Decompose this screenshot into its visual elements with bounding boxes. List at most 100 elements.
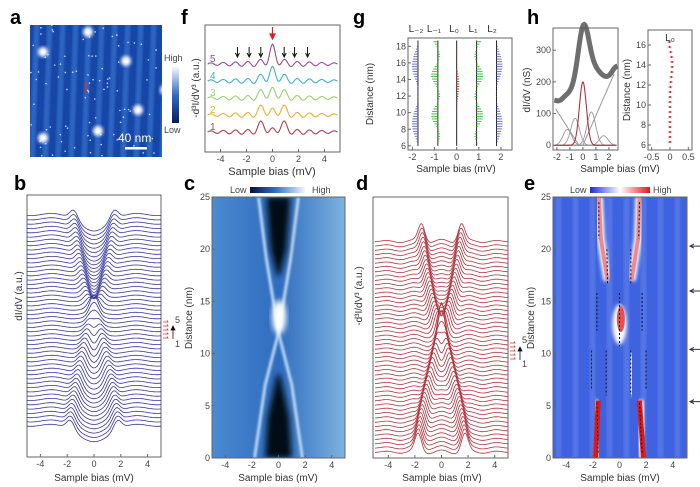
bright-spot <box>121 56 131 66</box>
dashed-guide <box>596 402 599 453</box>
h-inset-title: L₀ <box>665 33 675 44</box>
b-spectrum-curve <box>26 377 162 400</box>
adatom <box>142 152 145 154</box>
arrow-left-icon <box>688 243 700 249</box>
b-spectrum-curve <box>26 355 162 374</box>
x-tick-label: 0 <box>617 460 622 470</box>
arrow-left-icon <box>688 288 700 294</box>
adatom <box>117 61 120 63</box>
adatom <box>41 154 43 157</box>
x-tick-label: -4 <box>562 460 570 470</box>
arrow-left-icon <box>688 399 700 405</box>
g-column-label: L₀ <box>449 24 459 35</box>
d-spectrum-curve <box>375 310 508 334</box>
b-spectrum-curve <box>26 244 162 266</box>
adatom <box>82 38 85 41</box>
f-curve-label: 3 <box>210 88 216 99</box>
d-spectrum-curve <box>375 412 508 433</box>
panel-label-h: h <box>527 7 539 29</box>
adatom <box>146 79 148 81</box>
b-spectrum-curve <box>26 369 162 390</box>
x-tick-label: 2 <box>118 459 123 469</box>
texture <box>675 197 680 458</box>
f-curve-label: 2 <box>210 105 216 116</box>
d-marker-top: 5 <box>522 335 527 345</box>
adatom <box>45 128 48 131</box>
x-tick-label: 0 <box>270 154 275 164</box>
x-tick-label: -1 <box>566 152 574 162</box>
x-tick-label: -2 <box>248 460 256 470</box>
d-spectrum-curve <box>375 241 508 261</box>
adatom <box>106 82 109 85</box>
position-marker <box>163 332 169 335</box>
d-spectrum-curve <box>375 296 508 317</box>
y-tick-label: 8 <box>401 124 406 134</box>
x-tick-label: -1 <box>431 152 439 162</box>
d-spectrum-curve <box>375 370 508 390</box>
c-xlabel: Sample bias (mV) <box>238 473 317 484</box>
d-xlabel: Sample bias (mV) <box>402 473 481 484</box>
texture <box>658 197 663 458</box>
adatom <box>88 82 91 84</box>
b-spectrum-curve <box>26 317 162 328</box>
d-spectrum-curve <box>375 392 508 411</box>
bright-spot <box>38 133 48 143</box>
bright-spot <box>133 105 143 115</box>
b-spectrum-curve <box>26 332 162 344</box>
d-spectrum-curve <box>375 308 508 330</box>
y-tick-label: 10 <box>636 100 646 110</box>
x-tick-label: 0 <box>276 460 281 470</box>
x-tick-label: -4 <box>217 154 225 164</box>
h-l0-point <box>671 66 674 68</box>
adatom <box>102 27 104 29</box>
b-spectrum-curve <box>26 346 162 363</box>
f-curve-label: 1 <box>210 122 216 133</box>
d-spectrum-curve <box>375 259 508 278</box>
b-spectrum-curve <box>26 235 162 258</box>
y-tick-label: 100 <box>536 109 551 119</box>
adatom <box>39 26 42 29</box>
adatom <box>133 144 135 147</box>
arrow-down-icon <box>305 47 310 59</box>
b-marker-top: 5 <box>175 315 180 325</box>
h-l0-point <box>670 76 673 78</box>
h-l0-point <box>669 141 671 143</box>
d-spectrum-curve <box>375 300 508 321</box>
b-spectrum-curve <box>26 252 162 273</box>
adatom <box>113 133 115 136</box>
b-spectrum-curve <box>26 323 162 333</box>
panel-e-heatmap: Low High Sample bias (mV) Distance (nm) … <box>526 185 700 484</box>
position-marker <box>510 353 516 356</box>
d-spectrum-curve <box>375 288 508 308</box>
adatom <box>64 55 66 58</box>
b-spectrum-curve <box>26 285 162 298</box>
adatom <box>116 90 119 92</box>
texture <box>573 197 578 458</box>
y-tick-label: 12 <box>396 91 406 101</box>
b-spectrum-curve <box>26 273 162 290</box>
d-spectrum-curve <box>375 404 508 424</box>
dark-region <box>266 197 291 276</box>
b-spectrum-curve <box>26 386 162 408</box>
d-ylabel: -d³I/dV³ (a.u.) <box>354 266 365 325</box>
stripe <box>68 25 79 157</box>
b-spectrum-curve <box>26 218 162 241</box>
red-zero-mode <box>616 306 625 333</box>
b-spectrum-curve <box>26 411 162 434</box>
b-spectrum-curve <box>26 248 162 269</box>
x-tick-label: -4 <box>384 460 392 470</box>
dashed-guide <box>638 402 643 453</box>
adatom <box>129 110 131 112</box>
b-spectrum-curve <box>26 240 162 262</box>
h-l0-point <box>669 91 672 93</box>
d-spectrum-curve <box>375 301 508 343</box>
y-tick-label: 18 <box>396 41 406 51</box>
panel-label-b: b <box>14 173 26 195</box>
d-spectrum-curve <box>375 387 508 407</box>
h-l0-point <box>668 46 671 48</box>
adatom <box>140 43 143 46</box>
y-tick-label: 15 <box>200 296 210 306</box>
red-arrow-down-icon <box>269 27 276 41</box>
y-tick-label: 6 <box>401 141 406 151</box>
x-tick-label: 2 <box>606 152 611 162</box>
